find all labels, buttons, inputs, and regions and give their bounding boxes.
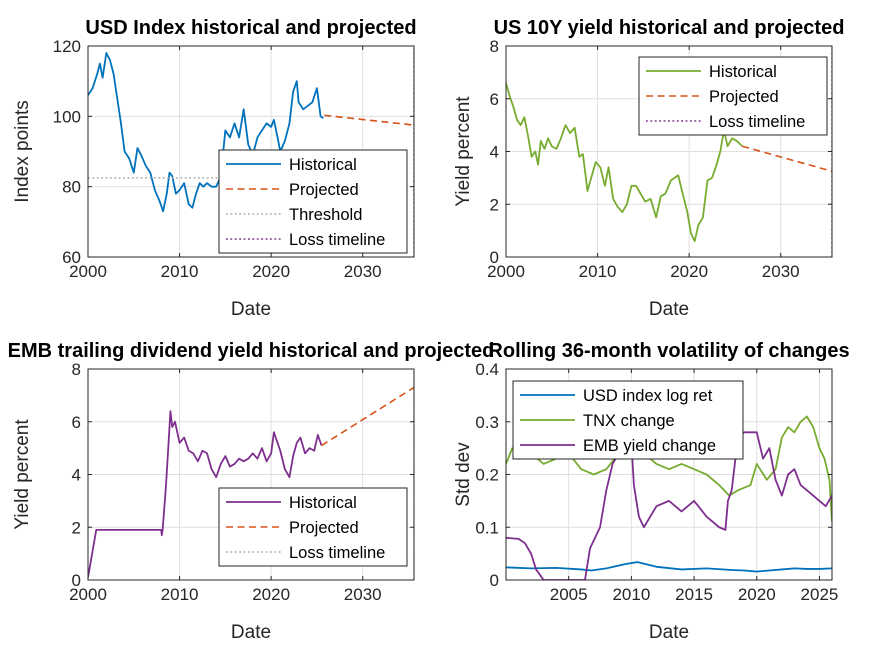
chart1-y-tick-label: 60 (62, 248, 81, 267)
chart4-x-axis-label: Date (649, 622, 689, 643)
chart4-y-tick-label: 0.2 (475, 466, 499, 485)
chart4-legend-label-1: USD index log ret (583, 387, 713, 405)
chart2-legend-label-1: Historical (709, 63, 777, 81)
chart2-series-line-1 (506, 82, 743, 243)
chart1-axes-box (87, 45, 415, 258)
chart3-legend-box (218, 487, 408, 567)
chart3-y-axis-label: Yield percent (12, 419, 33, 530)
chart3-y-tick-label: 6 (72, 413, 81, 432)
chart1-y-tick-label: 120 (53, 37, 81, 56)
chart2-x-tick-label: 2020 (670, 262, 708, 281)
chart3-series-group (88, 369, 414, 580)
chart3-y-tick-label: 2 (72, 518, 81, 537)
chart2-y-tick-label: 0 (490, 248, 499, 267)
chart2-y-tick-label: 4 (490, 143, 499, 162)
chart1-series-line-1 (88, 52, 324, 213)
chart1-y-tick-label: 100 (53, 107, 81, 126)
chart4-series-line-1 (506, 561, 832, 573)
chart2-series-group (506, 46, 832, 257)
chart4-legend-label-2: TNX change (583, 412, 675, 430)
chart4-y-axis-label: Std dev (453, 442, 474, 507)
chart3-y-tick-label: 8 (72, 360, 81, 379)
chart3-x-tick-label: 2030 (344, 585, 382, 604)
chart4-x-tick-label: 2015 (675, 585, 713, 604)
chart4-y-tick-label: 0 (490, 571, 499, 590)
chart3-legend-label-3: Loss timeline (289, 544, 385, 562)
chart1-y-tick-label: 80 (62, 178, 81, 197)
chart1-title: USD Index historical and projected (85, 17, 416, 39)
chart2-y-tick-label: 2 (490, 195, 499, 214)
chart2-y-tick-label: 8 (490, 37, 499, 56)
chart3-x-tick-label: 2010 (161, 585, 199, 604)
chart2-legend-label-2: Projected (709, 88, 779, 106)
chart3-x-tick-label: 2020 (252, 585, 290, 604)
chart2-x-tick-label: 2000 (487, 262, 525, 281)
chart3-legend-label-1: Historical (289, 494, 357, 512)
chart4-y-tick-label: 0.4 (475, 360, 499, 379)
chart1-legend-label-3: Threshold (289, 206, 362, 224)
chart3-series-line-1 (88, 410, 323, 578)
chart1-x-tick-label: 2030 (344, 262, 382, 281)
chart4-x-tick-label: 2025 (801, 585, 839, 604)
chart4-x-tick-label: 2005 (550, 585, 588, 604)
chart1-legend-label-2: Projected (289, 181, 359, 199)
chart2-x-axis-label: Date (649, 299, 689, 320)
chart4-x-tick-label: 2020 (738, 585, 776, 604)
chart4-x-tick-label: 2010 (612, 585, 650, 604)
chart4-legend-label-3: EMB yield change (583, 437, 716, 455)
chart4-y-tick-label: 0.1 (475, 518, 499, 537)
chart1-legend-label-4: Loss timeline (289, 231, 385, 249)
chart3-legend: Historical Projected Loss timeline (218, 487, 408, 567)
chart4-title: Rolling 36-month volatility of changes (488, 340, 849, 362)
chart2-y-tick-label: 6 (490, 90, 499, 109)
chart2-series-line-2 (742, 145, 832, 173)
chart3-y-tick-label: 4 (72, 466, 81, 485)
chart2-y-axis-label: Yield percent (453, 96, 474, 207)
chart3-title: EMB trailing dividend yield historical a… (8, 340, 495, 362)
chart3-x-tick-label: 2000 (69, 585, 107, 604)
chart3-series-line-2 (321, 386, 414, 447)
chart3-x-axis-label: Date (231, 622, 271, 643)
chart3-legend-label-2: Projected (289, 519, 359, 537)
chart1-series-line-2 (324, 114, 414, 126)
chart2-title: US 10Y yield historical and projected (494, 17, 845, 39)
chart4-series-line-3 (506, 431, 832, 580)
chart1-x-tick-label: 2010 (161, 262, 199, 281)
chart1-x-axis-label: Date (231, 299, 271, 320)
chart1-legend-label-1: Historical (289, 156, 357, 174)
chart1-x-tick-label: 2000 (69, 262, 107, 281)
chart3-y-tick-label: 0 (72, 571, 81, 590)
chart2-x-tick-label: 2010 (579, 262, 617, 281)
chart1-legend: Historical Projected Threshold Loss timelin… (218, 149, 408, 254)
chart1-x-tick-label: 2020 (252, 262, 290, 281)
chart2-x-tick-label: 2030 (762, 262, 800, 281)
chart4-y-tick-label: 0.3 (475, 413, 499, 432)
chart4-legend: USD index log ret TNX change EMB yield cha… (512, 380, 744, 460)
chart2-legend-label-3: Loss timeline (709, 113, 805, 131)
chart1-y-axis-label: Index points (12, 100, 33, 202)
chart1-series-group (88, 46, 414, 257)
chart1-legend-box (218, 149, 408, 254)
chart2-legend: Historical Projected Loss timeline (638, 56, 828, 136)
